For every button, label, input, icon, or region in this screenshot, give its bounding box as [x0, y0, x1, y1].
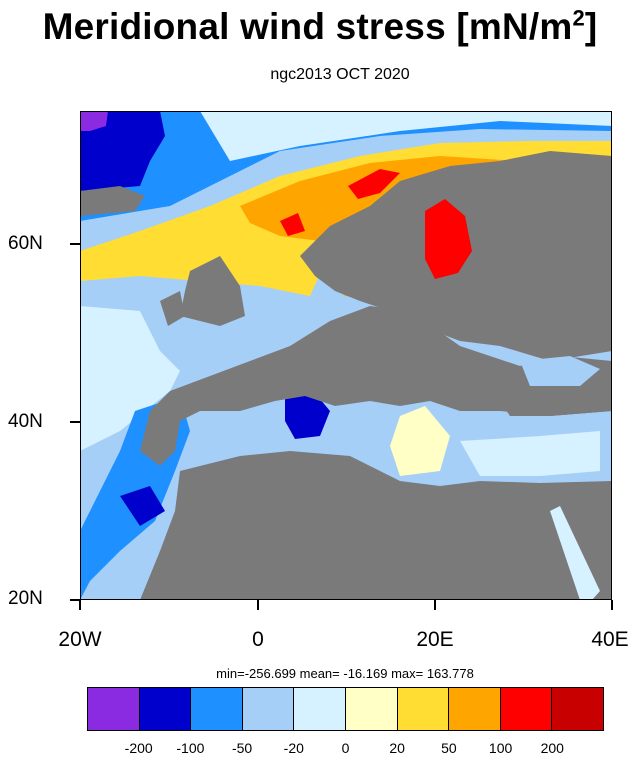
x-label-40e: 40E	[591, 628, 629, 651]
darkblue-canary	[120, 486, 165, 526]
red-patch-norway	[348, 169, 400, 199]
colorbar-swatch	[242, 688, 295, 730]
y-tick	[70, 599, 80, 601]
med-yellow	[390, 406, 450, 476]
map-panel	[80, 111, 612, 600]
colorbar-swatch	[294, 688, 346, 730]
colorbar-label: 0	[341, 740, 350, 756]
colorbar-swatch	[191, 688, 243, 730]
colorbar-label: 20	[389, 740, 405, 756]
x-tick	[611, 600, 613, 610]
wind-stress-field	[80, 111, 612, 600]
colorbar-swatch	[88, 688, 140, 730]
med-darkblue	[285, 393, 330, 439]
y-label-60n: 60N	[8, 233, 43, 254]
colorbar-label: -50	[231, 740, 253, 756]
sea-black	[520, 356, 600, 386]
red-patch-northsea	[280, 213, 305, 236]
colorbar-swatch	[139, 688, 192, 730]
colorbar-swatch	[449, 688, 501, 730]
colorbar-label: -200	[124, 740, 153, 756]
x-tick	[257, 600, 259, 610]
colorbar-swatch	[500, 688, 553, 730]
colorbar-swatch	[552, 688, 603, 730]
x-label-0: 0	[252, 628, 264, 651]
med-cyan-east	[460, 431, 600, 476]
cyan-atlantic	[80, 306, 180, 451]
x-tick	[434, 600, 436, 610]
land-africa	[140, 451, 612, 600]
darkblue-nw	[80, 111, 165, 191]
land-europe	[140, 306, 612, 466]
x-tick	[79, 600, 81, 610]
land-baltic-water	[425, 199, 472, 279]
sea-red	[550, 506, 600, 600]
land-uk	[180, 256, 245, 326]
x-label-20e: 20E	[416, 628, 454, 651]
land-ireland	[160, 291, 185, 326]
map-subtitle: ngc2013 OCT 2020	[270, 66, 410, 83]
colorbar-swatch	[397, 688, 450, 730]
colorbar	[87, 687, 604, 731]
y-label-20n: 20N	[8, 588, 43, 609]
purple-nw	[80, 111, 108, 131]
y-tick	[70, 243, 80, 245]
colorbar-label: 50	[441, 740, 457, 756]
map-title: Meridional wind stress [mN/m2]	[42, 5, 598, 47]
colorbar-swatch	[345, 688, 398, 730]
colorbar-label: 100	[488, 740, 513, 756]
colorbar-label: -100	[176, 740, 205, 756]
x-label-20w: 20W	[58, 628, 102, 651]
colorbar-label: -20	[283, 740, 304, 756]
y-tick	[70, 421, 80, 423]
stats-line: min=-256.699 mean= -16.169 max= 163.778	[216, 666, 474, 681]
north-blue-zone	[80, 111, 612, 221]
land-iceland-greenland	[80, 186, 145, 216]
colorbar-label: 200	[540, 740, 564, 756]
y-label-40n: 40N	[8, 411, 43, 432]
land-turkey	[500, 391, 612, 416]
north-cyan-strip	[200, 111, 612, 161]
